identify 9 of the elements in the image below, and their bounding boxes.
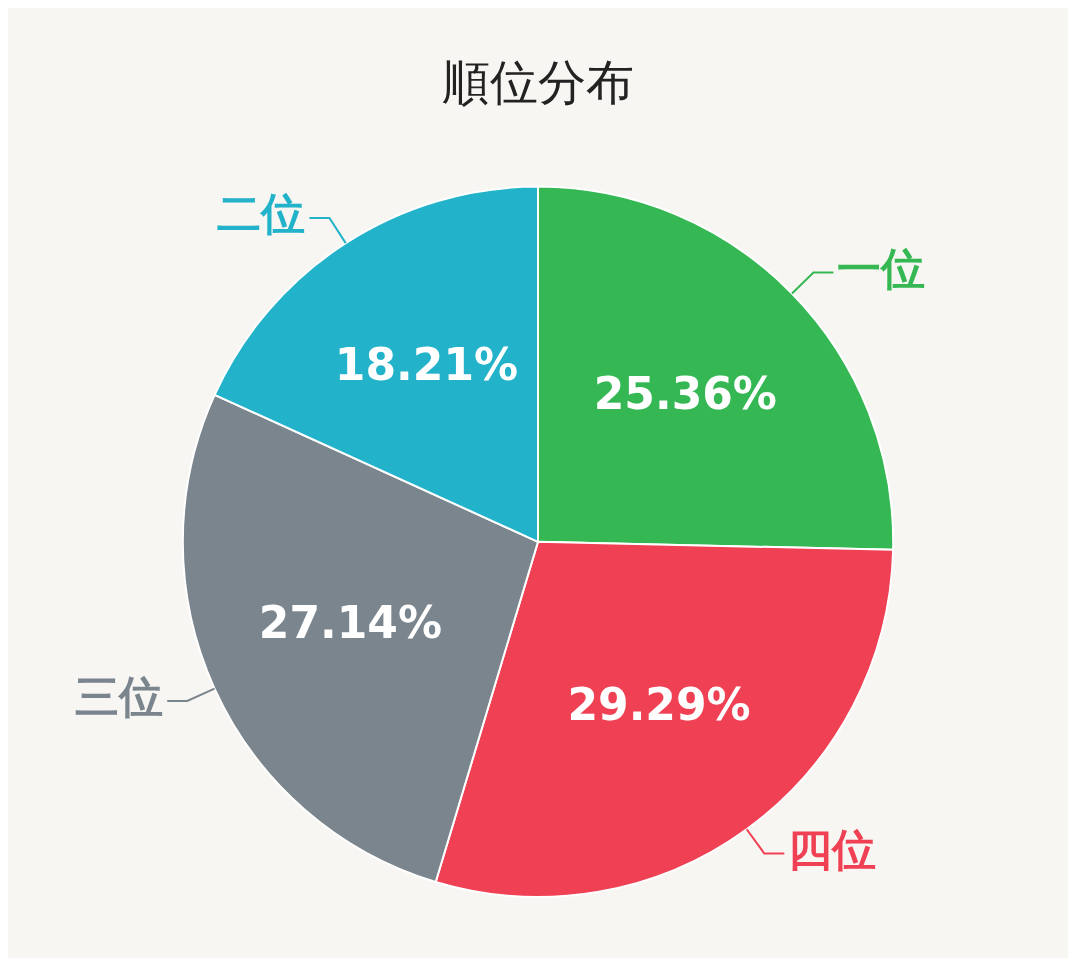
data-label: 25.36% bbox=[593, 368, 777, 420]
chart-title: 順位分布 bbox=[442, 54, 634, 111]
data-label: 27.14% bbox=[258, 597, 443, 649]
slice-label: 一位 bbox=[837, 242, 926, 294]
data-label: 29.29% bbox=[567, 678, 751, 730]
slice-label: 四位 bbox=[788, 823, 877, 875]
data-label: 18.21% bbox=[334, 339, 519, 391]
slice-label: 二位 bbox=[217, 188, 306, 240]
slice-label: 三位 bbox=[75, 671, 164, 723]
